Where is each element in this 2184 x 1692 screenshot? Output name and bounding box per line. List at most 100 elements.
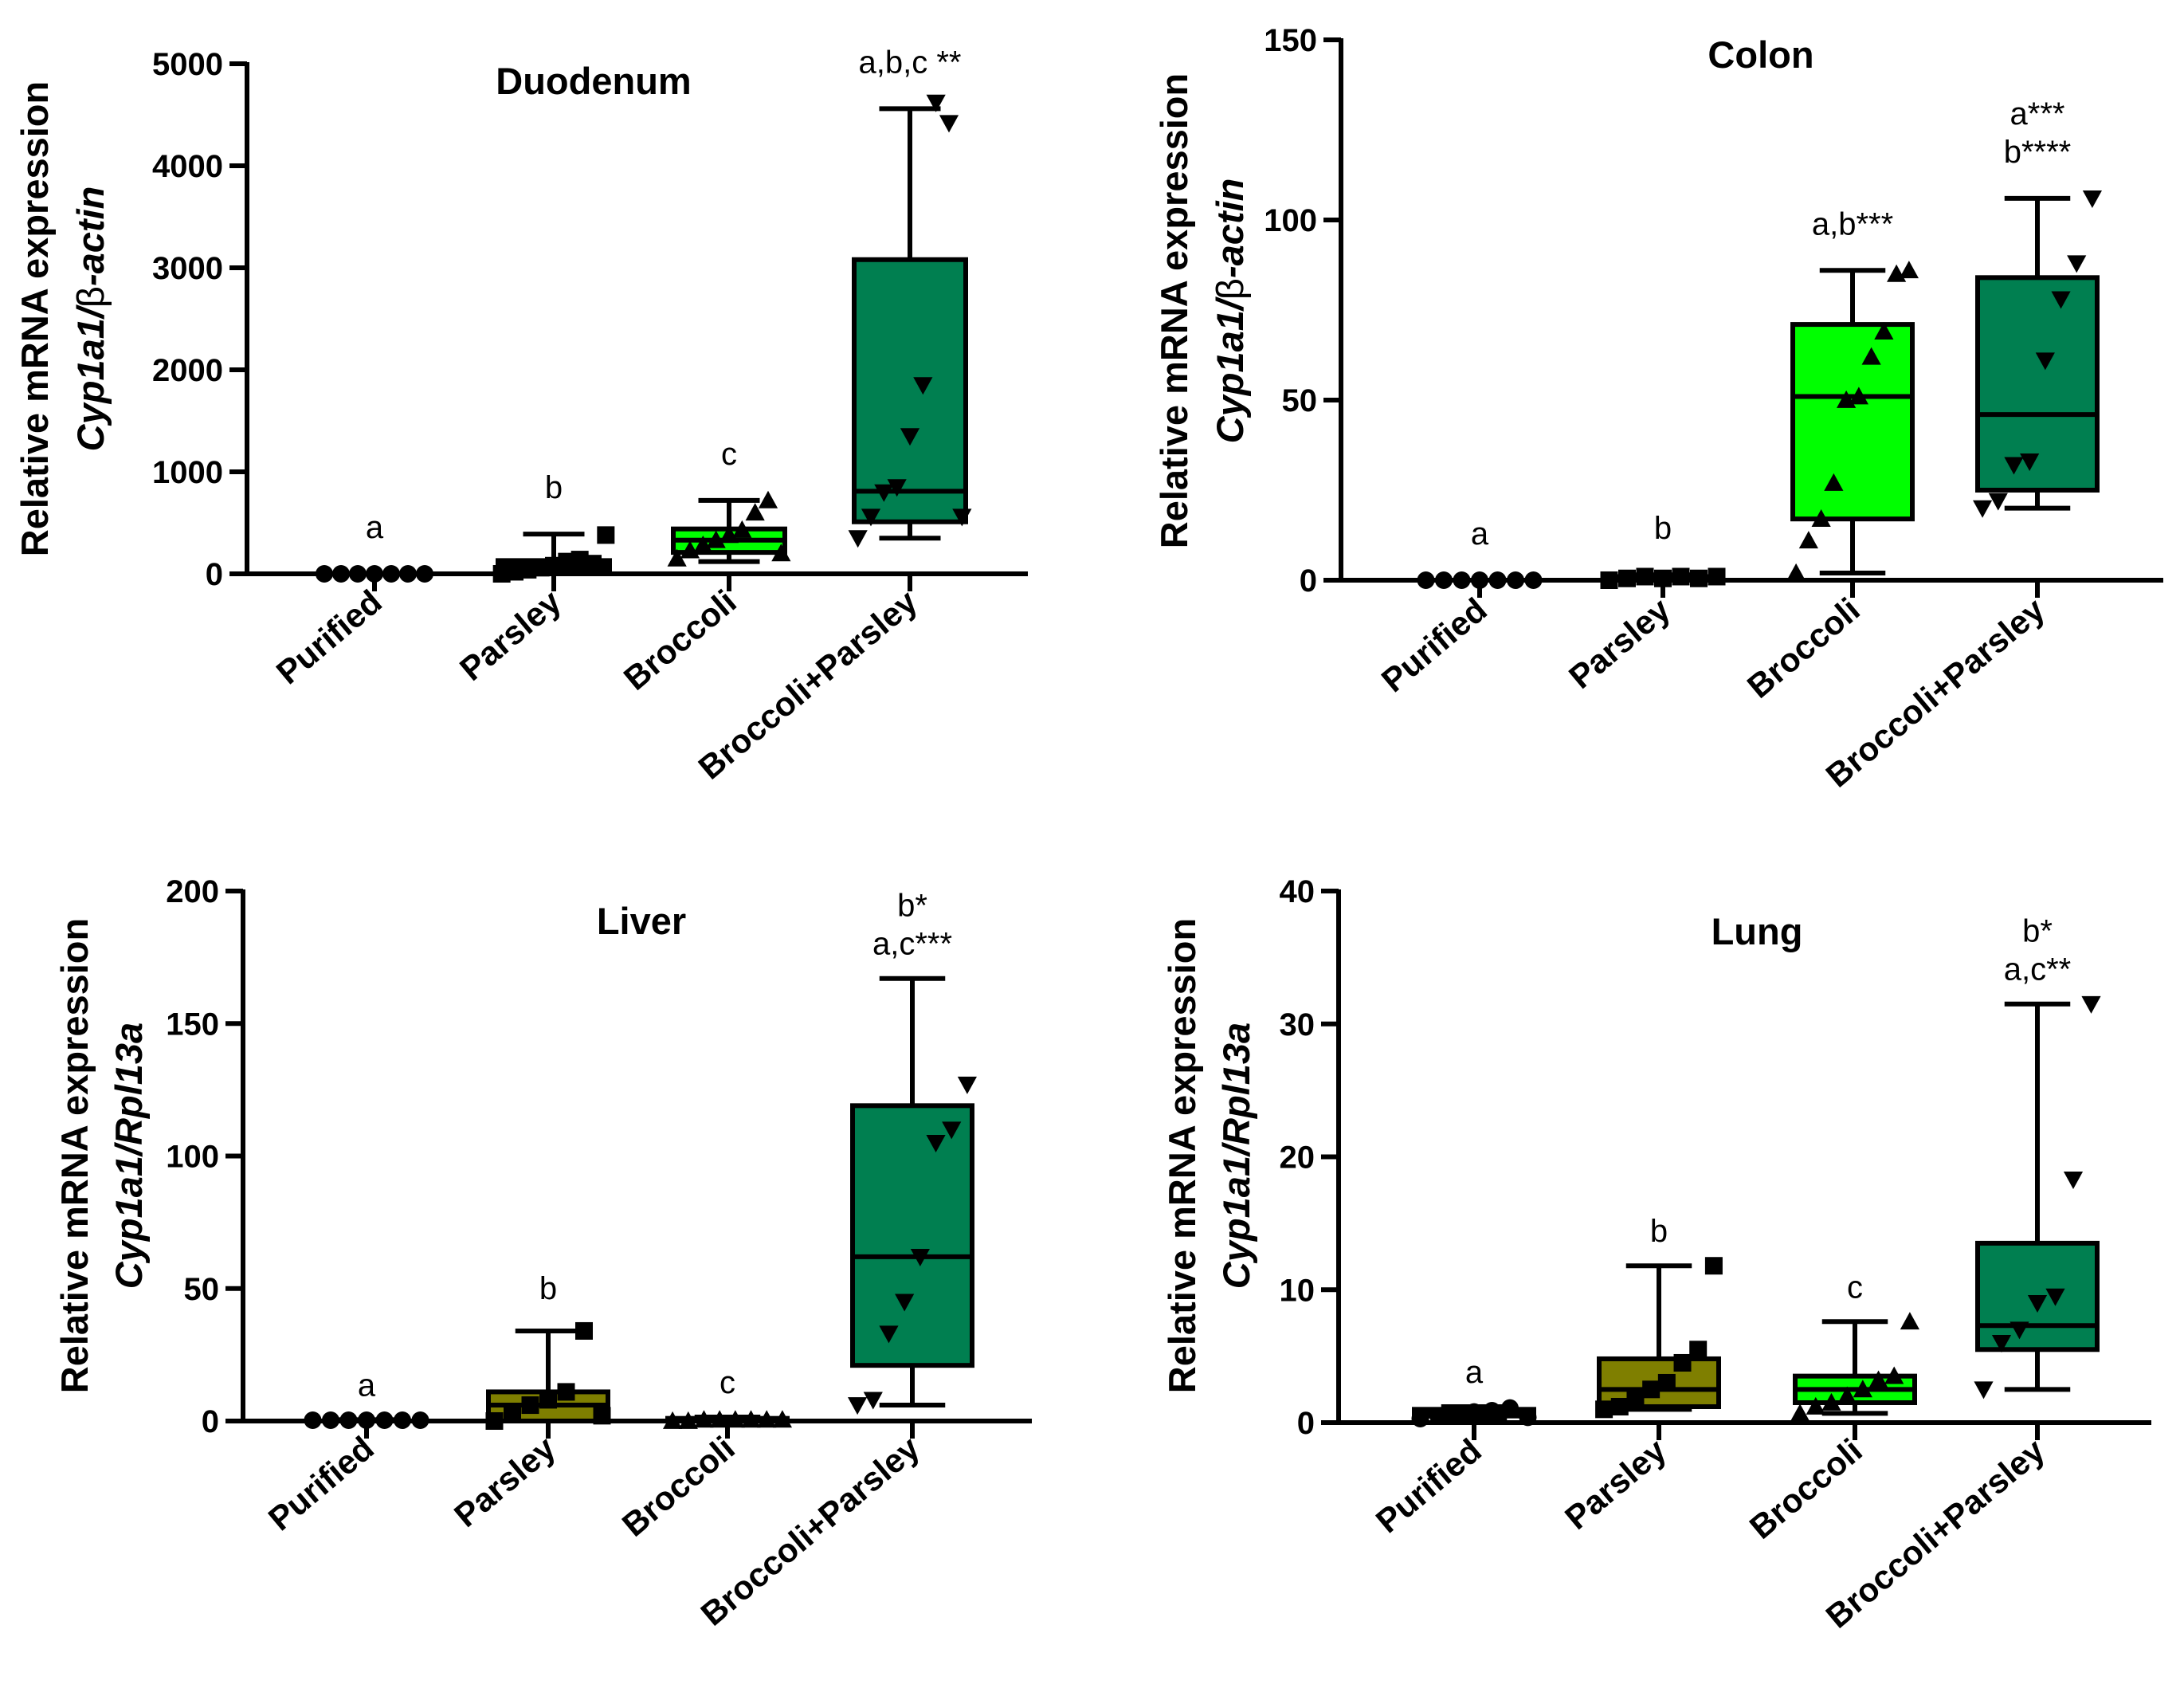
x-tick-label: Broccoli — [1743, 1431, 1869, 1546]
significance-label: b — [1654, 511, 1672, 546]
y-tick-label: 40 — [1280, 874, 1315, 909]
data-point — [680, 540, 700, 559]
box-purified: a Purified — [261, 1368, 429, 1537]
data-point — [1507, 571, 1524, 589]
significance-label: b — [1650, 1214, 1668, 1249]
data-point — [2010, 1321, 2029, 1340]
box-parsley: b Parsley — [447, 1271, 611, 1534]
data-point — [913, 377, 933, 395]
data-point — [1657, 1373, 1676, 1392]
y-axis-beta: β — [1209, 278, 1251, 300]
data-point — [1884, 1366, 1904, 1384]
panel-colon: Colon 0 50 100 150 Relative mRNA expression Cy… — [1153, 23, 2163, 795]
data-point — [1524, 571, 1543, 589]
panel-duodenum: Duodenum 0 1000 2000 3000 4000 5000 Relative mR… — [14, 45, 1028, 787]
data-point — [1704, 1257, 1723, 1275]
significance-label: a,b*** — [1812, 206, 1893, 241]
data-point — [719, 525, 739, 544]
x-tick-label: Broccoli — [615, 1429, 742, 1544]
y-tick-label: 3000 — [152, 251, 223, 286]
box-parsley: b Parsley — [453, 470, 615, 688]
data-point — [662, 1411, 683, 1429]
box-parsley: b Parsley — [1562, 511, 1726, 696]
significance-label: a — [366, 510, 384, 545]
data-point — [1991, 1335, 2012, 1353]
y-tick-label: 0 — [206, 557, 223, 592]
data-point — [399, 565, 417, 583]
data-point — [332, 565, 350, 583]
y-axis-ref: -actin — [1209, 179, 1251, 278]
data-point — [1610, 1397, 1629, 1415]
data-point — [1626, 1387, 1645, 1405]
data-point — [678, 1411, 698, 1429]
data-point — [926, 94, 946, 112]
data-point — [1806, 1396, 1825, 1415]
data-point — [895, 1294, 915, 1312]
data-point — [1447, 1404, 1465, 1423]
data-point — [375, 1411, 394, 1430]
significance-label: a,c** — [2004, 952, 2072, 987]
significance-label: b — [539, 1271, 557, 1306]
data-point — [2063, 1171, 2084, 1189]
y-axis-label: Relative mRNA expression — [14, 81, 56, 556]
data-point — [1868, 1370, 1888, 1388]
x-tick-label: Parsley — [447, 1428, 563, 1533]
data-point — [942, 1121, 962, 1140]
data-point — [1821, 1392, 1841, 1411]
data-point — [1672, 567, 1690, 586]
significance-label: b**** — [2004, 135, 2072, 170]
data-point — [521, 1396, 539, 1415]
data-point — [1471, 571, 1488, 589]
data-point — [1837, 1386, 1857, 1404]
significance-label-top: b* — [2022, 914, 2053, 949]
y-axis-label: Relative mRNA expression — [53, 918, 96, 1393]
chart-title: Liver — [597, 900, 686, 942]
box-iqr — [1975, 275, 2100, 493]
data-point — [366, 565, 383, 583]
y-tick-label: 10 — [1280, 1273, 1315, 1308]
data-point — [358, 1411, 375, 1430]
data-point — [693, 536, 713, 554]
x-tick-label: Parsley — [453, 582, 568, 687]
data-point — [706, 530, 726, 548]
y-axis-beta: β — [69, 286, 112, 308]
significance-label-top: a*** — [2010, 96, 2065, 132]
data-point — [1465, 1403, 1483, 1421]
data-point — [597, 526, 615, 544]
data-point — [2082, 190, 2103, 208]
data-point — [1974, 1381, 1994, 1400]
y-axis-gene: Cyp1a1/ — [69, 304, 112, 451]
data-point — [416, 565, 433, 583]
x-tick-label: Parsley — [1562, 590, 1677, 695]
box-purified: a Purified — [269, 510, 433, 691]
data-point — [694, 1410, 714, 1428]
data-point — [1690, 569, 1708, 587]
y-tick-label: 150 — [166, 1007, 219, 1042]
significance-label: a — [1471, 516, 1489, 552]
box-purified: a Purified — [1374, 516, 1543, 699]
y-axis-gene-label: Cyp1a1/β-actin — [1209, 179, 1251, 444]
x-tick-label: Parsley — [1558, 1431, 1673, 1536]
data-point — [874, 484, 894, 502]
data-point — [1811, 509, 1831, 528]
data-point — [771, 544, 791, 562]
y-tick-label: 150 — [1264, 23, 1317, 58]
x-tick-label: Purified — [1369, 1431, 1488, 1541]
chart-title: Colon — [1708, 33, 1813, 76]
data-point — [504, 1404, 521, 1423]
x-tick-label: Purified — [261, 1429, 381, 1538]
data-point — [1972, 500, 1993, 518]
y-axis-gene-label: Cyp1a1/β-actin — [69, 186, 112, 452]
significance-label-top: b* — [897, 889, 927, 924]
data-point — [926, 1134, 946, 1152]
data-point — [732, 520, 752, 538]
data-point — [1853, 1380, 1872, 1398]
data-point — [304, 1411, 322, 1430]
y-axis-gene-label: Cyp1a1/Rpl13a — [1215, 1023, 1257, 1289]
data-point — [1824, 473, 1844, 491]
data-point — [879, 1325, 899, 1344]
y-axis-gene: Cyp1a1/Rpl13a — [1215, 1023, 1257, 1289]
data-point — [952, 508, 972, 527]
data-point — [1417, 571, 1435, 589]
box-broccoli: a,b*** Broccoli — [1740, 206, 1919, 705]
